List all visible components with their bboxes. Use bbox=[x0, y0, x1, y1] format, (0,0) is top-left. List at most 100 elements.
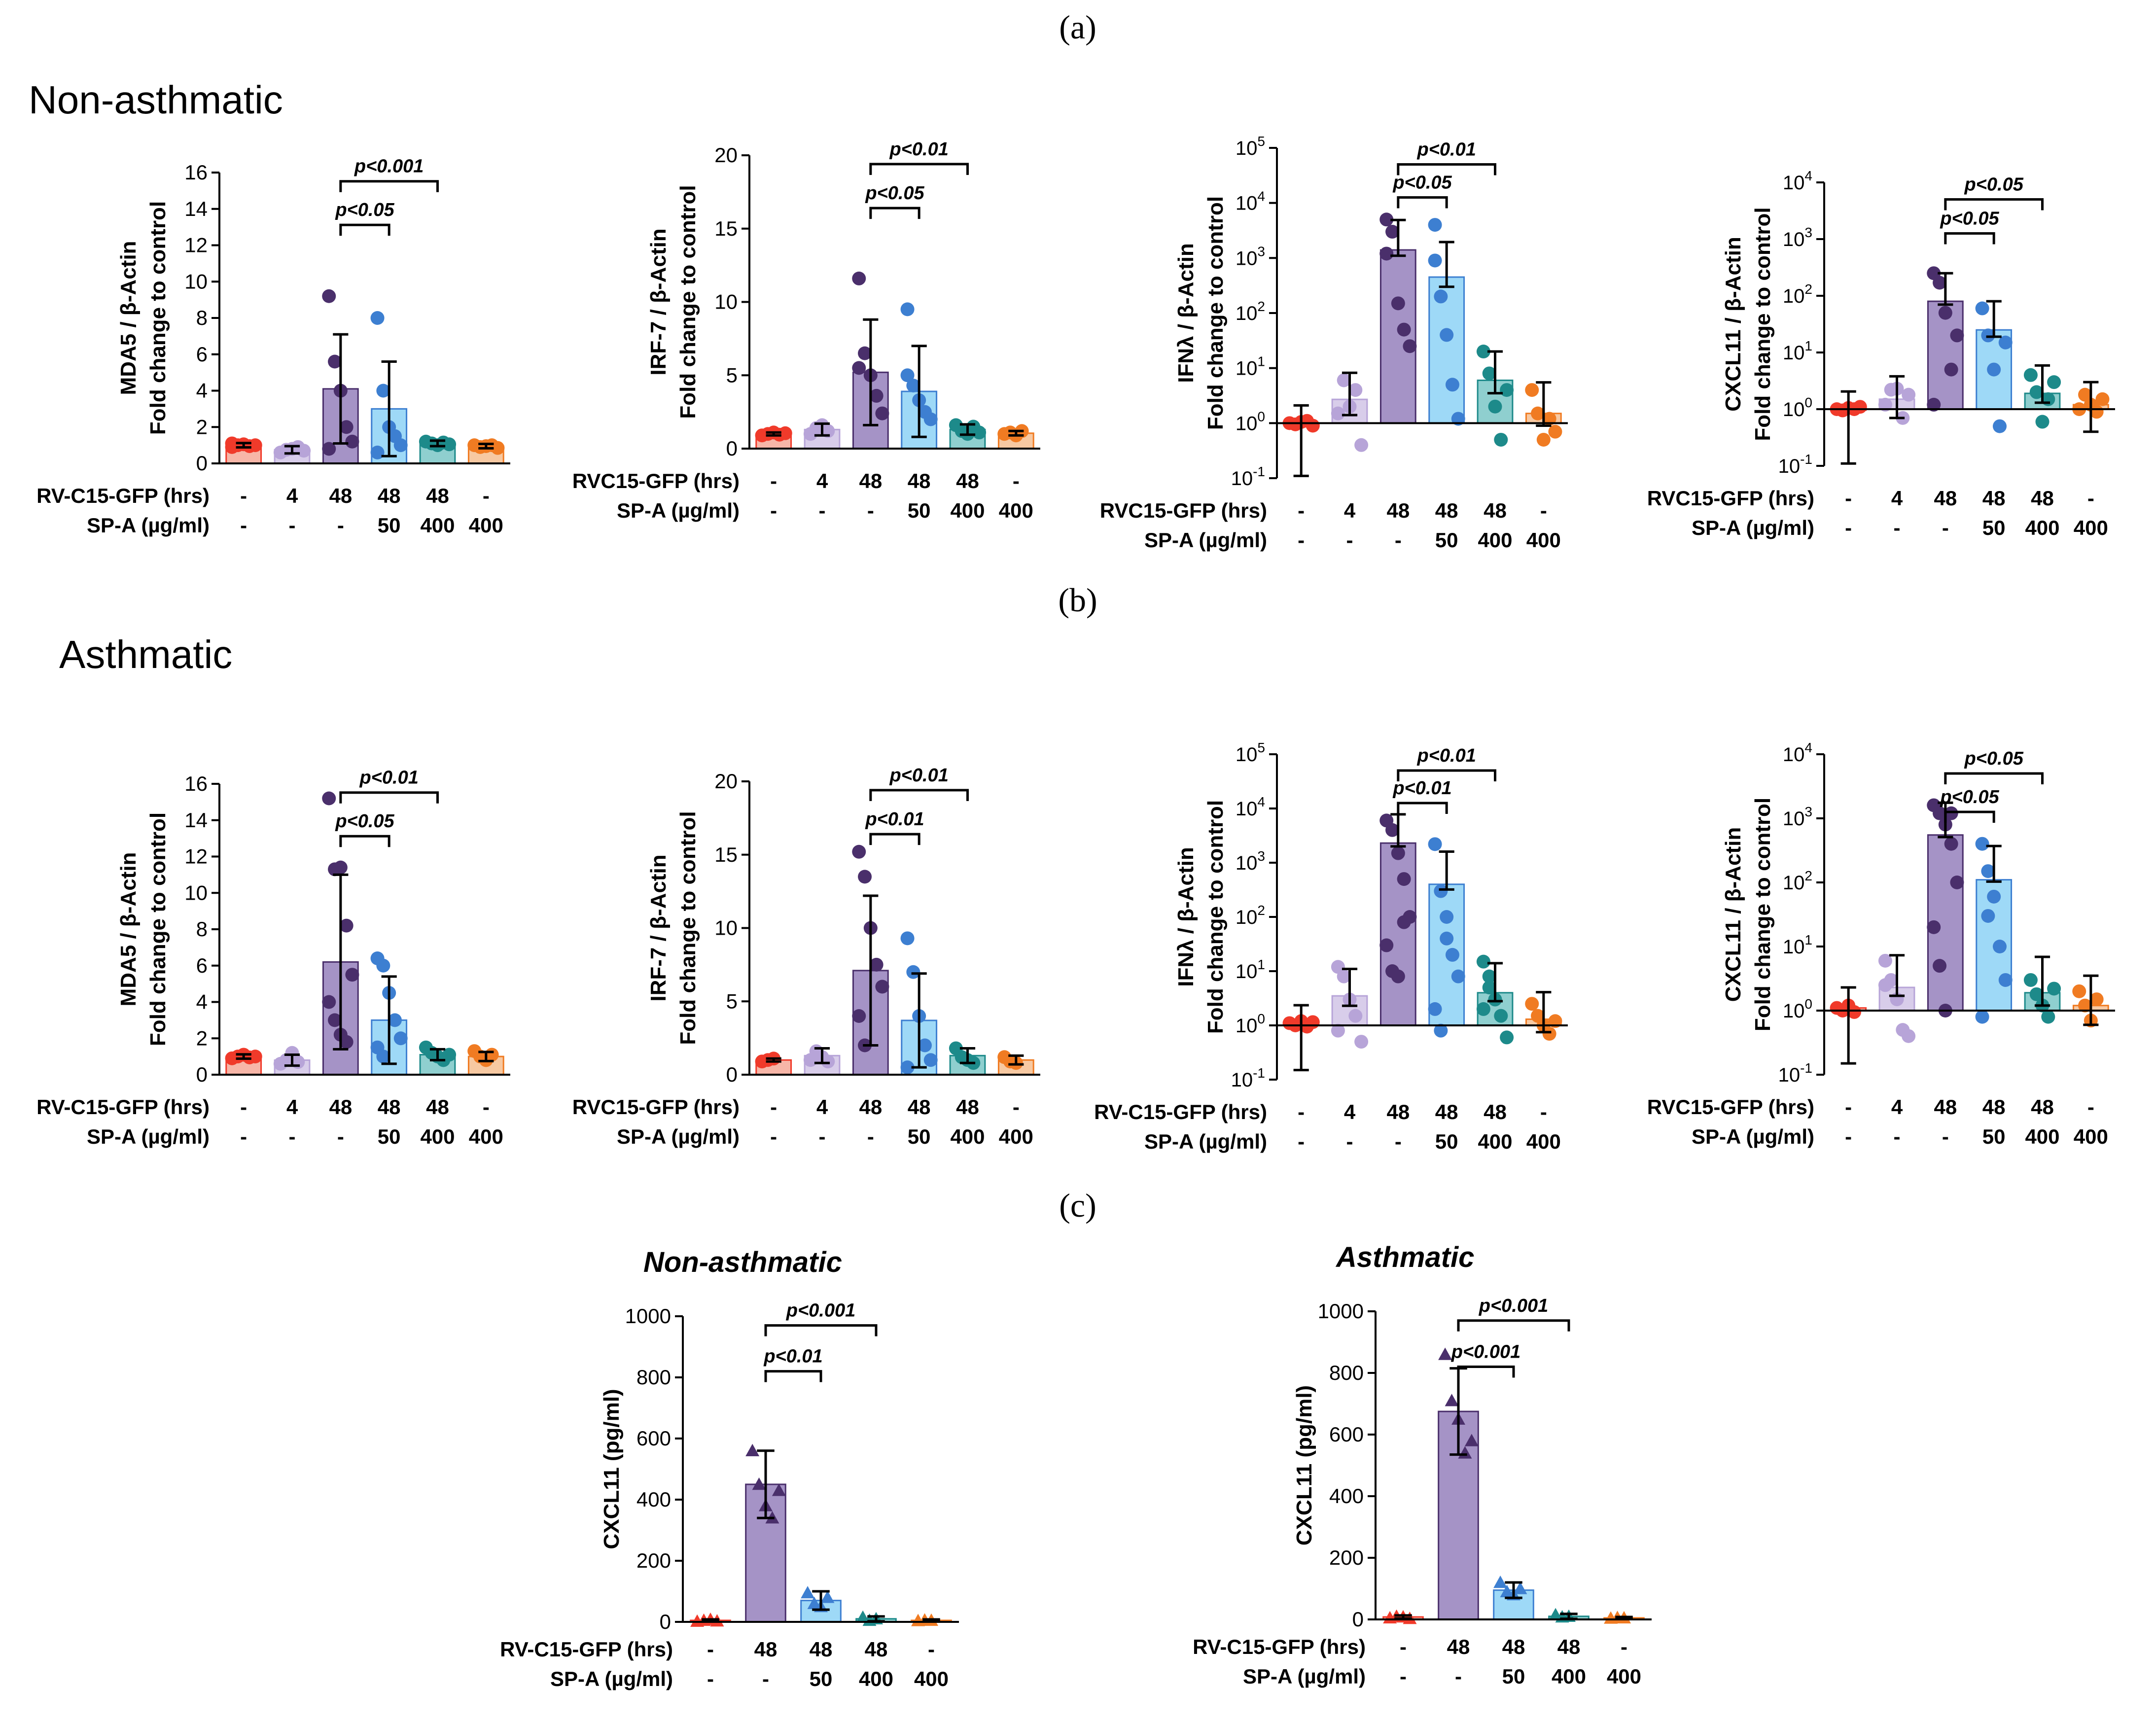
significance-bracket bbox=[339, 791, 439, 804]
condition-spa-value: 400 bbox=[469, 1125, 503, 1148]
condition-virus-value: 48 bbox=[1982, 487, 2006, 510]
data-point bbox=[1391, 296, 1405, 311]
condition-spa-value: 400 bbox=[950, 1125, 985, 1148]
condition-virus-value: 48 bbox=[1982, 1095, 2006, 1119]
condition-spa-value: 50 bbox=[1502, 1665, 1525, 1688]
row-label-virus: RV-C15-GFP (hrs) bbox=[1193, 1635, 1366, 1658]
chart-b3: 10-1 100 101 102 103 104 105 IFNλ / β-Actin Fold… bbox=[1094, 740, 1568, 1153]
y-tick-label: 12 bbox=[184, 845, 208, 868]
y-tick-label: 103 bbox=[1783, 225, 1812, 250]
row-label-virus: RVC15-GFP (hrs) bbox=[572, 469, 740, 492]
condition-virus-value: 4 bbox=[286, 1095, 298, 1119]
y-tick-label: 15 bbox=[714, 217, 738, 240]
row-label-spa: SP-A (µg/ml) bbox=[1243, 1665, 1366, 1688]
data-point bbox=[1482, 981, 1496, 995]
data-point bbox=[2047, 982, 2061, 996]
significance-bracket bbox=[1397, 802, 1448, 814]
condition-spa-value: 400 bbox=[950, 499, 985, 522]
y-tick-label: 8 bbox=[196, 306, 208, 329]
p-value-label: p<0.01 bbox=[1416, 140, 1476, 160]
data-point bbox=[339, 1035, 353, 1049]
data-point bbox=[393, 1031, 408, 1046]
data-point bbox=[322, 442, 336, 456]
condition-spa-value: 50 bbox=[810, 1667, 833, 1690]
y-axis-label: IRF-7 / β-Actin bbox=[646, 854, 671, 1001]
data-point bbox=[875, 406, 889, 421]
condition-spa-value: - bbox=[1894, 516, 1901, 539]
data-point bbox=[1354, 438, 1369, 452]
data-point bbox=[1847, 1005, 1861, 1019]
data-point bbox=[858, 346, 872, 360]
y-tick-label: 105 bbox=[1236, 134, 1265, 159]
y-tick-label: 10-1 bbox=[1231, 1065, 1265, 1091]
y-tick-label: 10-1 bbox=[1778, 1060, 1812, 1086]
y-tick-label: 20 bbox=[714, 143, 738, 167]
row-label-spa: SP-A (µg/ml) bbox=[1144, 1130, 1267, 1153]
condition-virus-value: 48 bbox=[1484, 1100, 1507, 1123]
data-point bbox=[1536, 432, 1551, 447]
significance-bracket bbox=[1944, 232, 1995, 245]
data-point bbox=[918, 1038, 932, 1052]
y-tick-label: 104 bbox=[1236, 189, 1265, 214]
data-point bbox=[1998, 335, 2013, 350]
data-point bbox=[1981, 864, 1995, 878]
data-point bbox=[1434, 1023, 1448, 1038]
data-point bbox=[345, 434, 359, 449]
data-point bbox=[906, 379, 920, 393]
y-tick-label: 600 bbox=[1329, 1423, 1364, 1446]
p-value-label: p<0.05 bbox=[865, 183, 924, 204]
condition-spa-value: 400 bbox=[2074, 516, 2108, 539]
data-point bbox=[1927, 920, 1941, 934]
data-point bbox=[1428, 837, 1442, 851]
y-tick-label: 400 bbox=[636, 1488, 671, 1511]
significance-bracket bbox=[869, 163, 969, 175]
data-point bbox=[906, 965, 920, 979]
data-point bbox=[1494, 1009, 1508, 1023]
data-point bbox=[2078, 998, 2092, 1013]
data-point bbox=[1933, 806, 1947, 820]
data-point bbox=[1542, 1027, 1556, 1041]
y-tick-label: 5 bbox=[726, 989, 738, 1013]
data-point bbox=[1987, 362, 2001, 377]
p-value-label: p<0.05 bbox=[1392, 173, 1452, 193]
condition-virus-value: 48 bbox=[2031, 487, 2054, 510]
data-point bbox=[752, 1477, 766, 1490]
data-point bbox=[1981, 909, 1995, 923]
p-value-label: p<0.001 bbox=[786, 1300, 856, 1321]
condition-spa-value: - bbox=[770, 1125, 777, 1148]
condition-virus-value: 48 bbox=[956, 469, 979, 492]
p-value-label: p<0.05 bbox=[335, 200, 394, 220]
data-point bbox=[2089, 992, 2104, 1007]
condition-spa-value: - bbox=[289, 514, 296, 537]
data-point bbox=[1878, 953, 1892, 968]
y-tick-label: 104 bbox=[1783, 740, 1812, 766]
chart-b4: 10-1 100 101 102 103 104 CXCL11 / β-Actin Fold … bbox=[1647, 740, 2115, 1148]
data-point bbox=[972, 425, 987, 440]
data-point bbox=[1500, 383, 1514, 397]
data-point bbox=[1440, 328, 1454, 342]
y-tick-label: 800 bbox=[636, 1366, 671, 1389]
data-point bbox=[1348, 1009, 1363, 1023]
data-point bbox=[820, 1590, 835, 1603]
data-point bbox=[1525, 383, 1539, 397]
y-tick-label: 103 bbox=[1783, 804, 1812, 830]
row-label-spa: SP-A (µg/ml) bbox=[1144, 528, 1267, 552]
condition-virus-value: 48 bbox=[1934, 1095, 1957, 1119]
data-point bbox=[821, 1054, 835, 1069]
data-point bbox=[772, 1483, 786, 1496]
data-point bbox=[1476, 345, 1490, 359]
data-point bbox=[297, 444, 311, 458]
condition-virus-value: - bbox=[707, 1638, 714, 1661]
data-point bbox=[1434, 884, 1448, 898]
y-tick-label: 20 bbox=[714, 770, 738, 793]
y-tick-label: 16 bbox=[184, 772, 208, 795]
y-tick-label: 101 bbox=[1236, 957, 1265, 982]
y-tick-label: 102 bbox=[1783, 868, 1812, 894]
condition-spa-value: 400 bbox=[1607, 1665, 1641, 1688]
data-point bbox=[1428, 253, 1442, 268]
y-axis-label: IFNλ / β-Actin bbox=[1174, 847, 1198, 987]
data-point bbox=[1428, 218, 1442, 232]
y-tick-label: 400 bbox=[1329, 1484, 1364, 1508]
condition-spa-value: - bbox=[867, 1125, 874, 1148]
condition-spa-value: 400 bbox=[999, 499, 1033, 522]
